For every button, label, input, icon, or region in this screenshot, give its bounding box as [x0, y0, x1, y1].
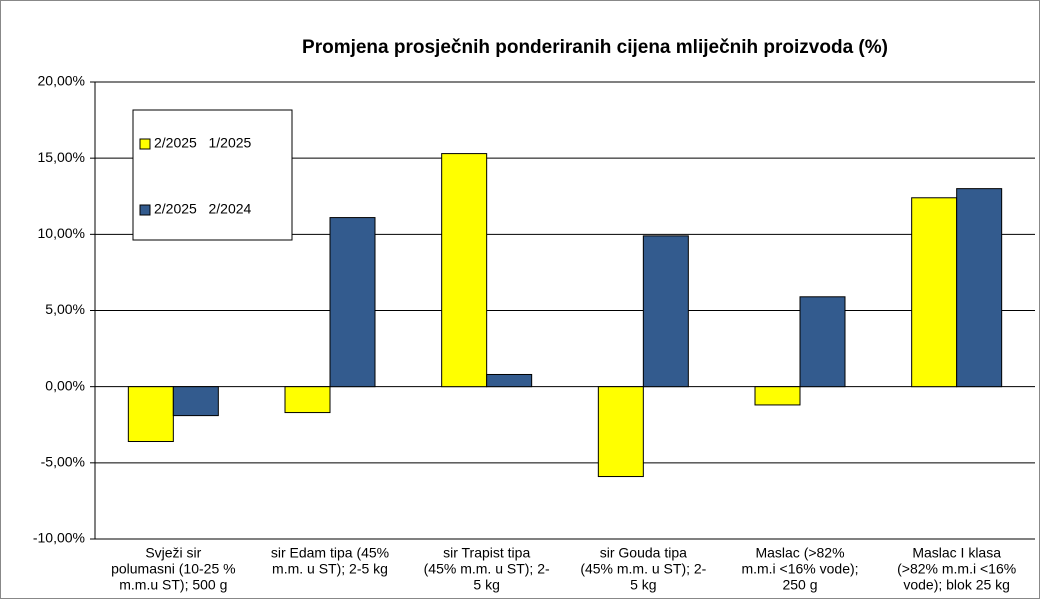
bar [911, 197, 958, 388]
x-tick-label: m.m.u ST); 500 g [119, 577, 227, 593]
bar [754, 386, 801, 406]
legend-label: 2/2025 2/2024 [154, 201, 252, 217]
chart-title: Promjena prosječnih ponderiranih cijena … [302, 37, 888, 58]
x-tick-label: sir Edam tipa (45% [271, 545, 389, 561]
bar [799, 296, 846, 388]
x-tick-label: 5 kg [630, 577, 656, 593]
x-tick-label: m.m.i <16% vode); [741, 561, 858, 577]
bar [172, 386, 219, 417]
legend-label: 2/2025 1/2025 [154, 135, 252, 151]
bar [329, 217, 376, 388]
x-tick-label: (45% m.m. u ST); 2- [580, 561, 706, 577]
bar [127, 386, 174, 443]
x-tick-label: (45% m.m. u ST); 2- [424, 561, 550, 577]
x-tick-label: Svježi sir [145, 545, 201, 561]
bar [441, 153, 488, 388]
x-tick-label: 5 kg [473, 577, 499, 593]
y-tick-label: 10,00% [38, 225, 85, 241]
legend-box [132, 109, 293, 241]
bar [642, 235, 689, 388]
x-tick-label: sir Gouda tipa [600, 545, 687, 561]
x-tick-label: polumasni (10-25 % [111, 561, 236, 577]
legend-swatch [139, 204, 151, 216]
bar [284, 386, 331, 414]
x-tick-label: m.m. u ST); 2-5 kg [272, 561, 388, 577]
y-tick-label: 15,00% [38, 149, 85, 165]
y-tick-label: 5,00% [45, 301, 85, 317]
x-tick-label: sir Trapist tipa [443, 545, 530, 561]
x-tick-label: Maslac (>82% [755, 545, 844, 561]
bar [597, 386, 644, 478]
y-tick-label: -10,00% [33, 530, 85, 546]
x-tick-label: Maslac I klasa [912, 545, 1001, 561]
bar [956, 188, 1003, 388]
y-tick-label: 20,00% [38, 73, 85, 89]
y-tick-label: 0,00% [45, 377, 85, 393]
x-tick-label: (>82% m.m.i <16% [897, 561, 1016, 577]
bar [486, 373, 533, 388]
x-tick-label: vode); blok 25 kg [903, 577, 1010, 593]
y-tick-label: -5,00% [41, 454, 85, 470]
legend-swatch [139, 138, 151, 150]
x-tick-label: 250 g [782, 577, 817, 593]
